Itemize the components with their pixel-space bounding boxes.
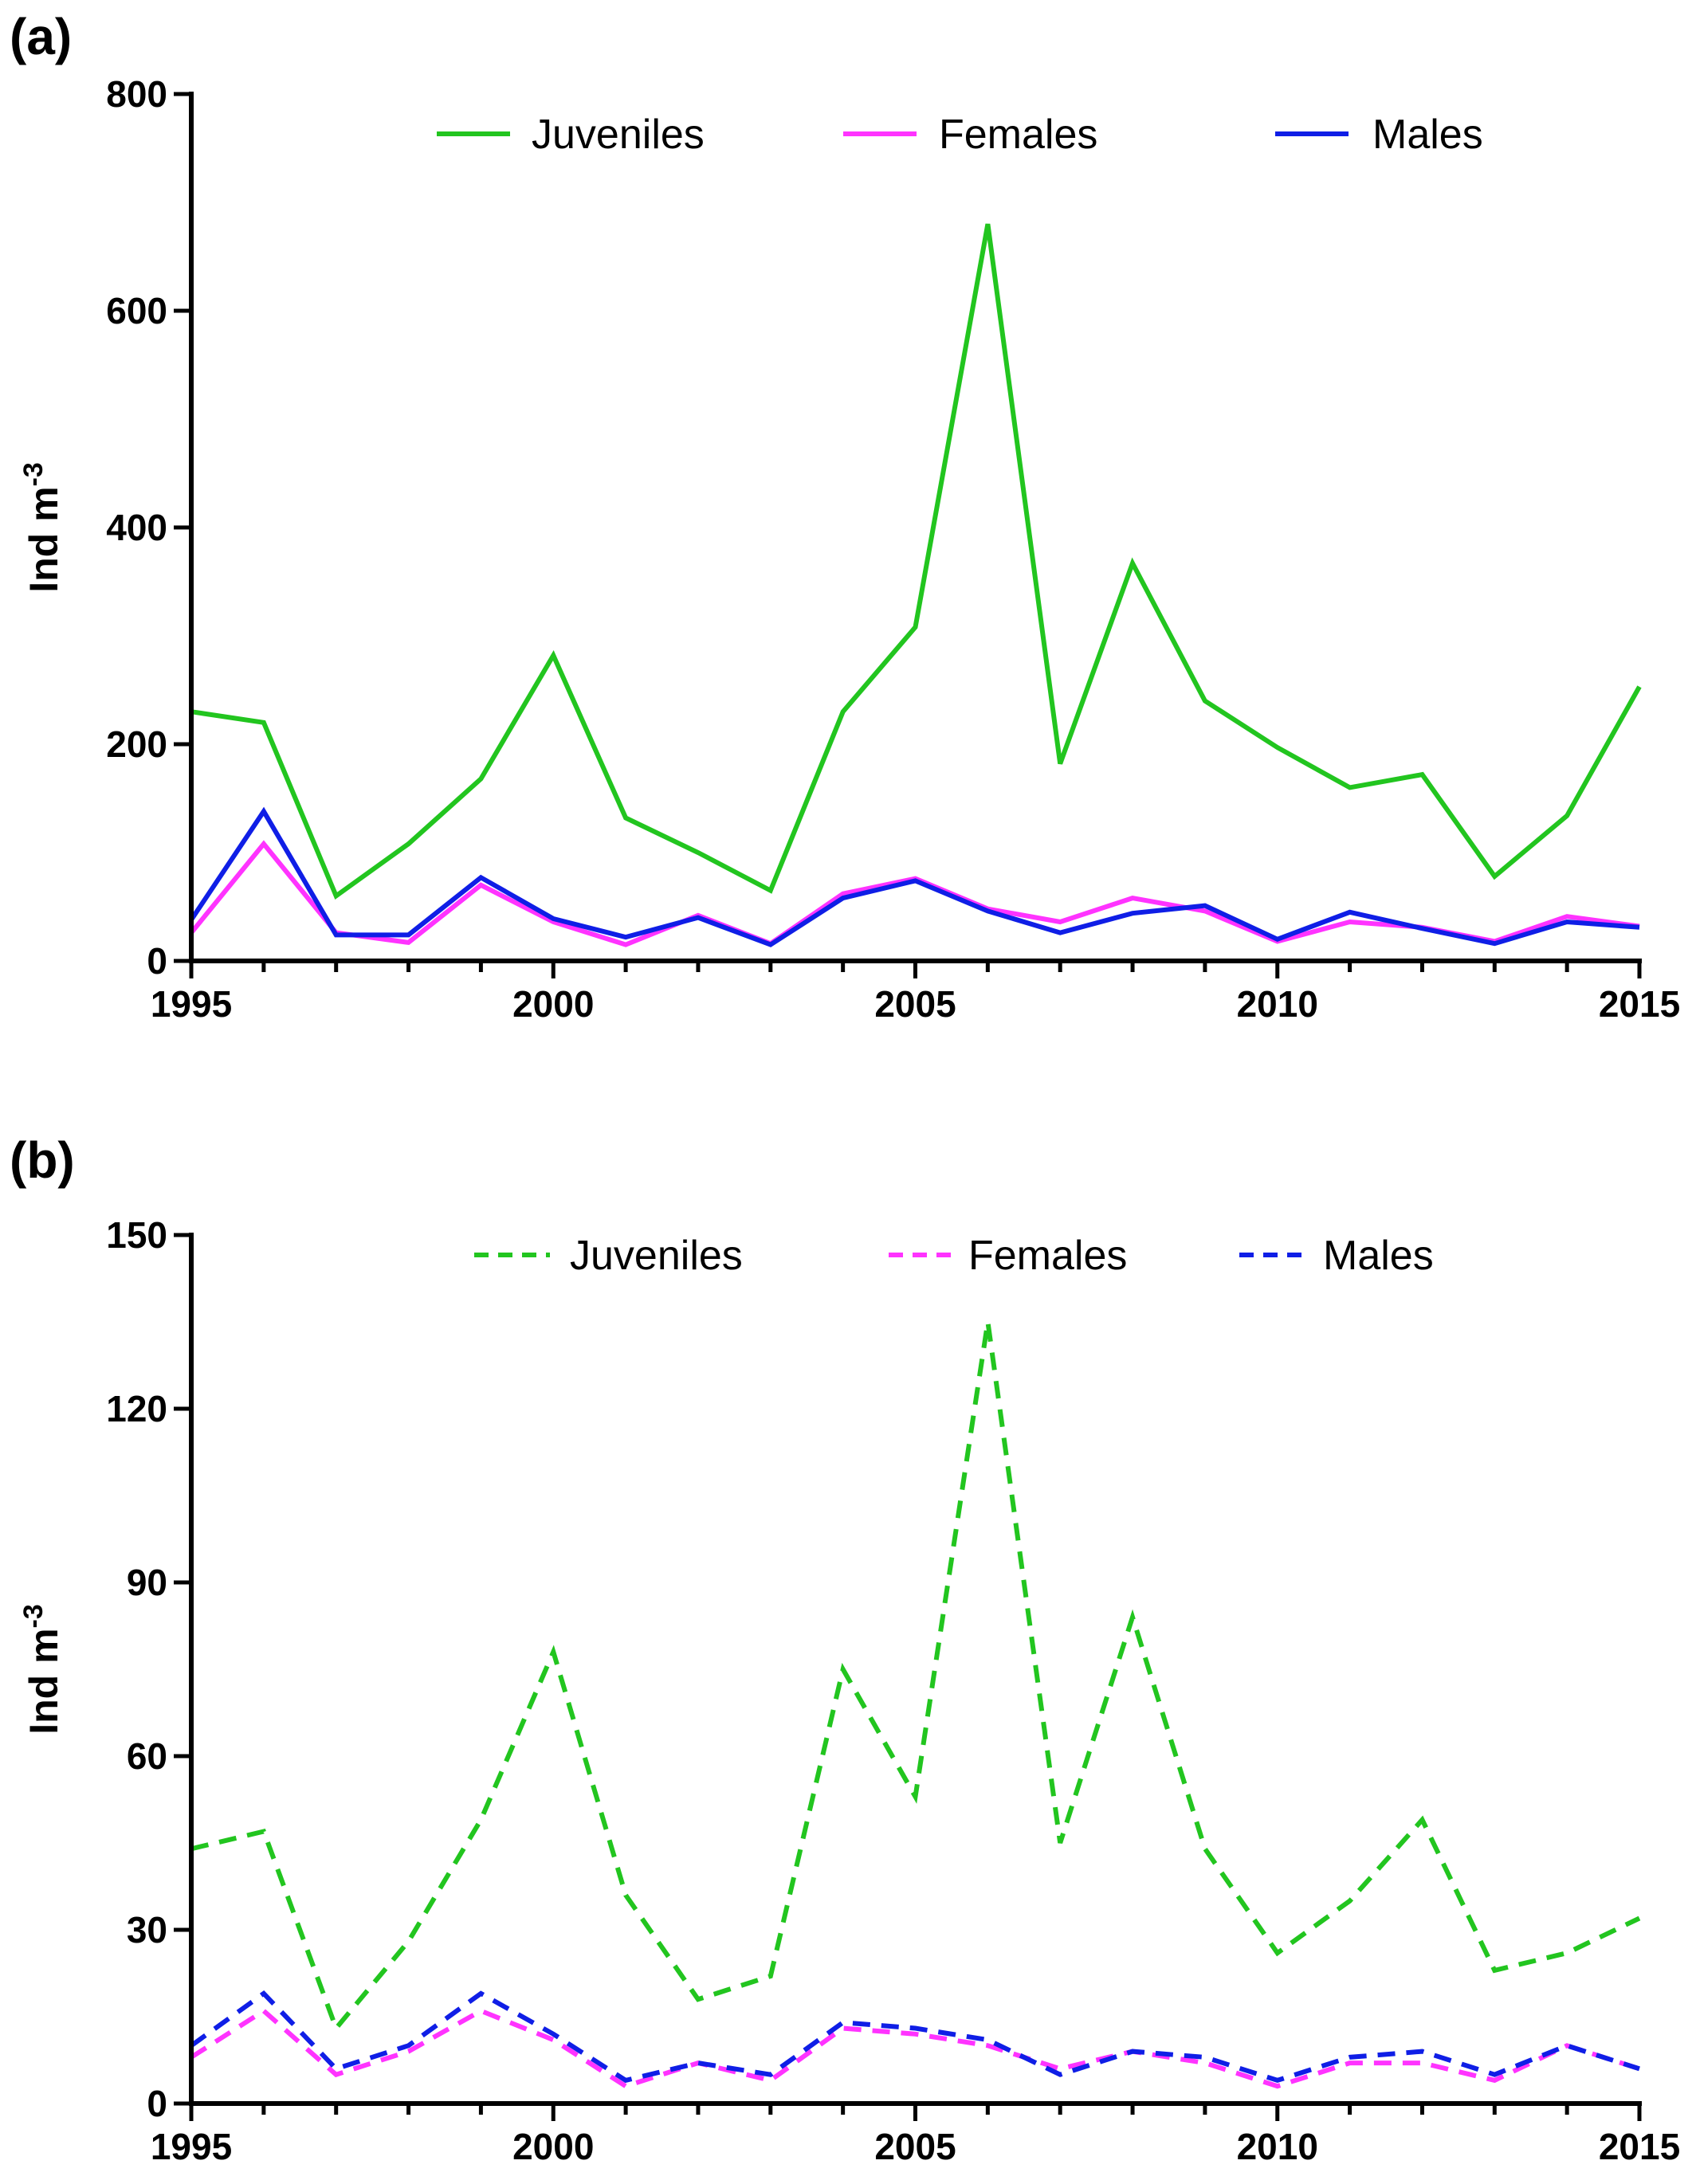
x-tick-label: 2005 <box>874 2126 956 2167</box>
series-group <box>189 223 1642 947</box>
y-tick-label: 60 <box>127 1735 167 1777</box>
series-line-juveniles <box>190 1321 1641 2033</box>
legend-label-females: Females <box>968 1233 1127 1279</box>
y-tick-label: 30 <box>127 1909 167 1951</box>
panel-label: (b) <box>10 1131 75 1189</box>
series-group <box>190 1321 1641 2089</box>
chart-panel-b: (b) 0 30 60 90 120 150 1995 2000 2005 2010 2015 Ind … <box>10 1131 1680 2167</box>
x-tick-label: 2010 <box>1237 983 1318 1025</box>
panel-label: (a) <box>10 8 72 65</box>
legend-label-females: Females <box>939 112 1097 158</box>
y-tick-label: 0 <box>147 940 167 982</box>
legend-label-males: Males <box>1323 1233 1434 1279</box>
x-tick-label: 1995 <box>151 2126 232 2167</box>
x-tick-label: 2000 <box>512 2126 594 2167</box>
x-tick-label: 2000 <box>512 983 594 1025</box>
y-tick-label: 200 <box>106 723 167 765</box>
legend-label-juveniles: Juveniles <box>570 1233 743 1279</box>
legend-label-males: Males <box>1372 112 1483 158</box>
x-tick-label: 2005 <box>874 983 956 1025</box>
axes: 0 30 60 90 120 150 1995 2000 2005 2010 2015 <box>106 1214 1680 2167</box>
legend-label-juveniles: Juveniles <box>532 112 705 158</box>
legend: Juveniles Females Males <box>437 112 1483 158</box>
y-tick-label: 0 <box>147 2083 167 2124</box>
series-line-juveniles <box>190 223 1642 900</box>
x-tick-label: 1995 <box>151 983 232 1025</box>
y-tick-label: 400 <box>106 507 167 548</box>
series-line-males <box>189 806 1640 947</box>
legend: Juveniles Females Males <box>474 1233 1434 1279</box>
y-tick-label: 600 <box>106 290 167 331</box>
x-tick-label: 2015 <box>1599 2126 1680 2167</box>
y-tick-label: 150 <box>106 1214 167 1256</box>
series-line-females <box>190 2007 1640 2089</box>
y-axis-title: Ind m-3 <box>18 1604 66 1735</box>
y-tick-label: 120 <box>106 1388 167 1429</box>
y-tick-label: 800 <box>106 73 167 115</box>
y-axis-title: Ind m-3 <box>18 462 66 593</box>
y-tick-label: 90 <box>127 1562 167 1603</box>
x-tick-label: 2010 <box>1237 2126 1318 2167</box>
axes: 0 200 400 600 800 1995 2000 2005 2010 2015 <box>106 73 1680 1025</box>
x-tick-label: 2015 <box>1599 983 1680 1025</box>
series-line-males <box>190 1990 1640 2084</box>
chart-panel-a: (a) 0 200 400 600 800 1995 2000 2005 2010 2015 Ind … <box>10 8 1680 1025</box>
